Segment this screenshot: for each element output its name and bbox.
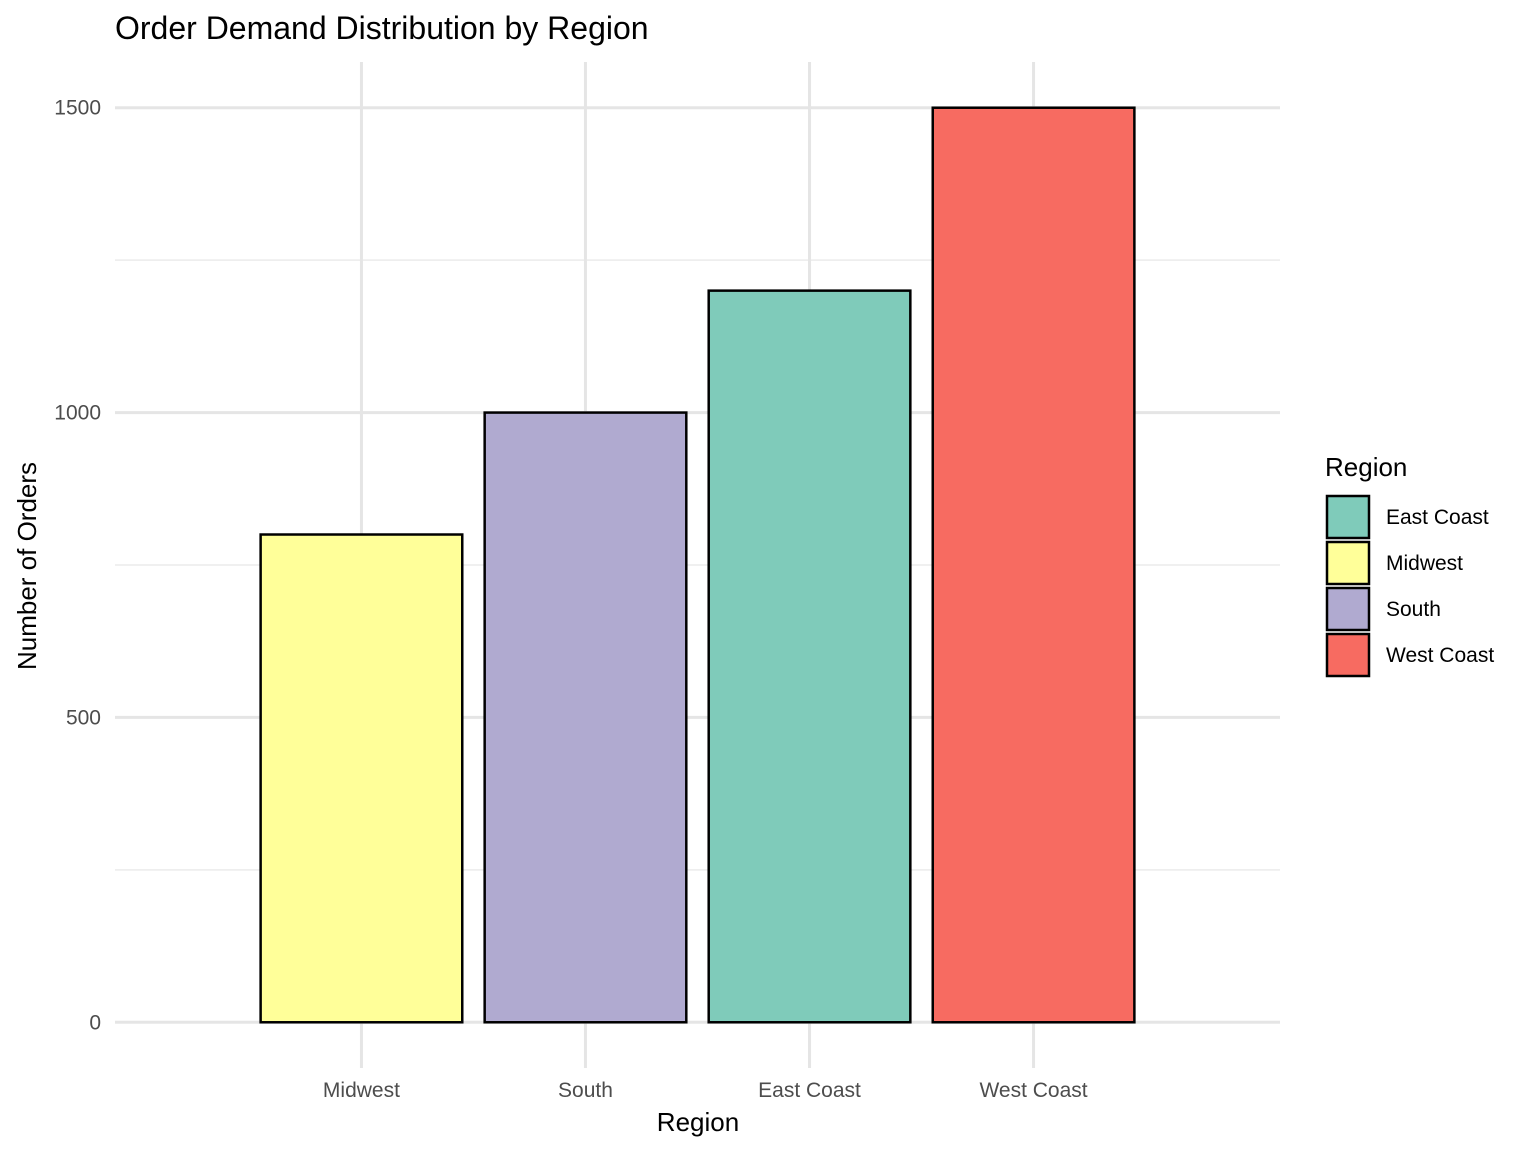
axis-ticks: 0 500 1000 1500 Midwest South East Coast West C… — [54, 97, 1088, 1102]
bar-midwest — [259, 533, 464, 1024]
bar-east-coast — [707, 289, 912, 1024]
legend-label: South — [1386, 598, 1441, 621]
legend-key-east-coast — [1325, 494, 1371, 540]
legend-key-south — [1325, 586, 1371, 632]
y-tick-label: 1000 — [54, 402, 101, 425]
legend-key-midwest — [1325, 540, 1371, 586]
bars — [259, 106, 1136, 1024]
x-tick-label: East Coast — [758, 1079, 861, 1102]
y-axis-title: Number of Orders — [12, 462, 42, 670]
legend-label: West Coast — [1386, 644, 1494, 667]
legend-key-west-coast — [1325, 632, 1371, 678]
y-tick-label: 0 — [89, 1011, 101, 1034]
chart-title: Order Demand Distribution by Region — [115, 10, 649, 46]
x-tick-label: West Coast — [979, 1079, 1087, 1102]
bar-west-coast — [931, 106, 1136, 1024]
y-tick-label: 500 — [66, 706, 101, 729]
legend-label: East Coast — [1386, 506, 1489, 529]
bar-south — [483, 411, 688, 1024]
legend-title: Region — [1325, 452, 1407, 482]
x-axis-title: Region — [657, 1107, 739, 1137]
legend: Region East Coast Midwest South West Coast — [1325, 452, 1494, 678]
x-tick-label: Midwest — [323, 1079, 400, 1102]
legend-label: Midwest — [1386, 552, 1463, 575]
y-tick-label: 1500 — [54, 97, 101, 120]
x-tick-label: South — [558, 1079, 613, 1102]
